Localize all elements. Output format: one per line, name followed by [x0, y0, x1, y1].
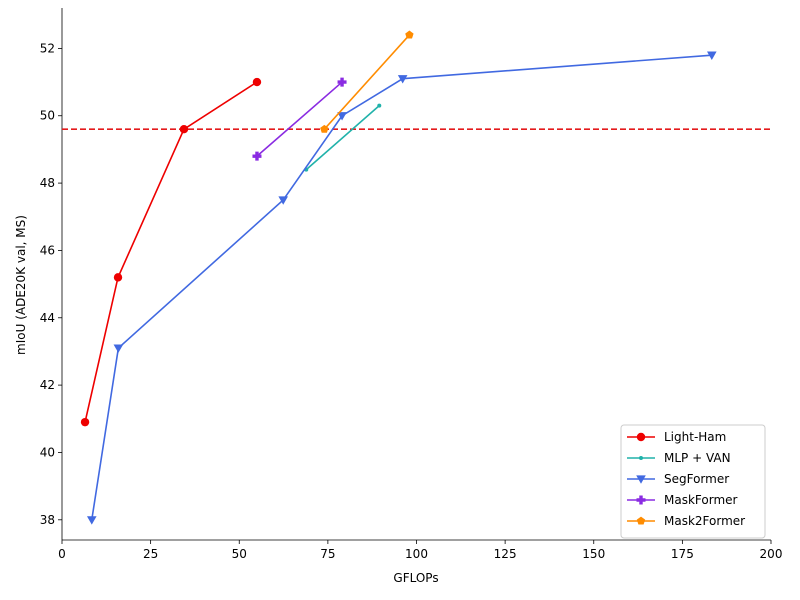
- y-tick-label: 44: [40, 311, 55, 325]
- series-mask2former: [320, 30, 414, 133]
- x-tick-label: 200: [760, 547, 783, 561]
- data-point: [337, 77, 347, 87]
- legend-label: SegFormer: [664, 472, 729, 486]
- data-point: [337, 112, 347, 121]
- series-maskformer: [252, 77, 347, 161]
- data-point: [636, 495, 646, 505]
- x-tick-label: 150: [582, 547, 605, 561]
- data-point: [86, 516, 97, 525]
- legend-label: Light-Ham: [664, 430, 726, 444]
- legend-label: Mask2Former: [664, 514, 745, 528]
- data-point: [405, 30, 414, 39]
- series-line: [323, 34, 411, 130]
- legend-item: SegFormer: [627, 472, 729, 486]
- x-tick-label: 100: [405, 547, 428, 561]
- series-line: [305, 105, 380, 171]
- data-point: [252, 77, 262, 87]
- x-tick-label: 50: [232, 547, 247, 561]
- legend-label: MLP + VAN: [664, 451, 731, 465]
- x-tick-label: 75: [320, 547, 335, 561]
- y-axis-title: mIoU (ADE20K val, MS): [14, 215, 28, 355]
- legend-item: Light-Ham: [627, 430, 726, 444]
- data-point: [113, 344, 124, 353]
- series-layer: [80, 30, 717, 525]
- data-point: [278, 196, 289, 205]
- y-tick-label: 40: [40, 445, 55, 459]
- data-point: [377, 103, 382, 108]
- data-point: [636, 516, 646, 525]
- x-axis-title: GFLOPs: [393, 571, 438, 585]
- y-tick-label: 50: [40, 109, 55, 123]
- legend-item: MaskFormer: [627, 493, 738, 507]
- series-light-ham: [80, 77, 262, 427]
- x-tick-label: 125: [494, 547, 517, 561]
- y-tick-label: 48: [40, 176, 55, 190]
- series-line: [84, 81, 258, 423]
- axes: 0 25 50 75 100 125 150 175 200 38 40 42 44 46 48 50 52: [40, 8, 783, 561]
- legend-item: MLP + VAN: [627, 451, 731, 465]
- y-tick-label: 38: [40, 513, 55, 527]
- x-tick-label: 0: [58, 547, 66, 561]
- data-point: [113, 273, 123, 282]
- y-tick-label: 42: [40, 378, 55, 392]
- data-point: [636, 432, 646, 442]
- data-point: [397, 75, 408, 84]
- data-point: [706, 51, 717, 60]
- data-point: [639, 456, 643, 460]
- legend-label: MaskFormer: [664, 493, 738, 507]
- x-tick-label: 175: [671, 547, 694, 561]
- y-tick-label: 52: [40, 41, 55, 55]
- legend-item: Mask2Former: [627, 514, 745, 528]
- series-line: [256, 81, 343, 157]
- legend: Light-Ham MLP + VAN SegFormer MaskFormer Mas…: [620, 424, 766, 539]
- data-point: [252, 151, 262, 161]
- series-line: [90, 54, 712, 520]
- data-point: [636, 475, 646, 484]
- data-point: [320, 124, 329, 133]
- series-segformer: [86, 51, 717, 525]
- x-tick-label: 25: [143, 547, 158, 561]
- data-point: [80, 417, 90, 427]
- y-tick-label: 46: [40, 243, 55, 257]
- data-point: [179, 125, 189, 134]
- legend-box: [620, 424, 766, 539]
